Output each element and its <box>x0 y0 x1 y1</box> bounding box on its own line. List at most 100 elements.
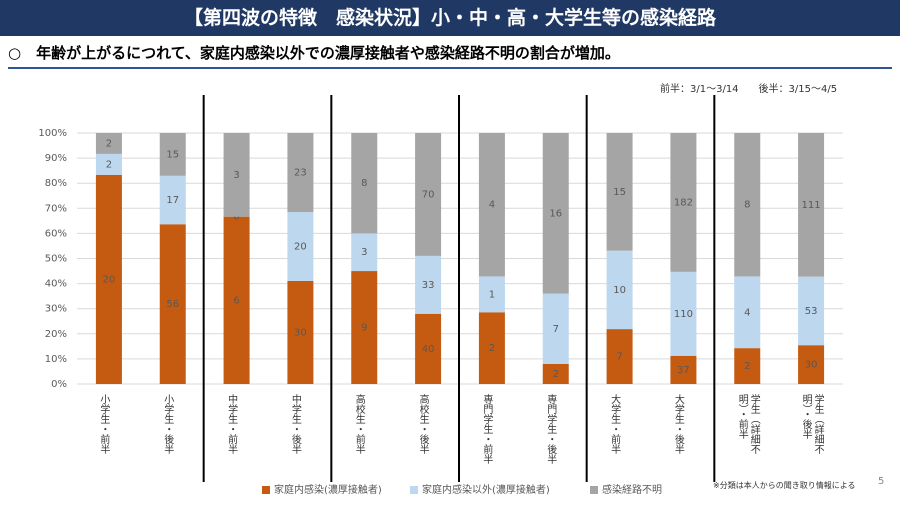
value-label: 7 <box>616 352 622 363</box>
y-tick-label: 40% <box>45 279 67 290</box>
value-label: 182 <box>674 197 693 208</box>
value-label: 17 <box>166 195 179 206</box>
legend-swatch <box>262 486 270 494</box>
x-tick-label: 中学生・後半 <box>289 394 301 454</box>
value-label: 15 <box>613 187 626 198</box>
x-tick-label: 小学生・前半 <box>97 394 109 454</box>
bar-segment <box>478 276 505 313</box>
header-title: 【第四波の特徴 感染状況】小・中・高・大学生等の感染経路 <box>0 0 900 36</box>
value-label: 9 <box>361 323 367 334</box>
value-label: 4 <box>744 307 750 318</box>
y-tick-label: 20% <box>45 329 67 340</box>
bar-segment <box>798 345 825 384</box>
bar-segment <box>670 133 697 272</box>
y-tick-label: 70% <box>45 203 67 214</box>
bar-segment <box>734 348 761 384</box>
bar-segment <box>415 313 442 384</box>
value-label: 2 <box>489 343 495 354</box>
value-label: 3 <box>233 170 239 181</box>
bar-segment <box>415 255 442 314</box>
bar-segment <box>734 276 761 349</box>
y-tick-label: 90% <box>45 153 67 164</box>
x-tick-label: 学生（詳細不明）・前半 <box>736 394 760 454</box>
bar-segment <box>542 293 569 364</box>
value-label: 53 <box>805 306 818 317</box>
value-label: 15 <box>166 149 179 160</box>
y-tick-label: 0% <box>51 379 67 390</box>
value-label: 8 <box>744 200 750 211</box>
page-number: 5 <box>878 476 885 487</box>
bar-segment <box>606 133 633 251</box>
bar-segment <box>351 271 378 384</box>
bar-segment <box>670 271 697 356</box>
value-label: 2 <box>744 361 750 372</box>
bar-segment <box>95 133 122 154</box>
legend-swatch <box>410 486 418 494</box>
x-tick-label: 高校生・前半 <box>353 394 365 454</box>
y-tick-label: 50% <box>45 254 67 265</box>
bar-segment <box>95 174 122 384</box>
x-tick-label: 専門学生・後半 <box>544 394 556 464</box>
y-tick-label: 60% <box>45 228 67 239</box>
bar-segment <box>734 133 761 277</box>
value-label: 1 <box>489 289 495 300</box>
x-tick-label: 小学生・後半 <box>161 394 173 454</box>
value-label: 7 <box>553 324 559 335</box>
bar-segment <box>478 133 505 277</box>
value-label: 37 <box>677 365 690 376</box>
bar-segment <box>95 153 122 175</box>
value-label: 6 <box>233 295 239 306</box>
bar-segment <box>478 312 505 384</box>
x-tick-label: 大学生・前半 <box>608 394 620 454</box>
value-label: 10 <box>613 285 626 296</box>
value-label: 30 <box>805 360 818 371</box>
value-label: 16 <box>549 208 562 219</box>
y-tick-label: 30% <box>45 304 67 315</box>
value-label: 40 <box>422 344 435 355</box>
bar-segment <box>798 276 825 346</box>
bar-segment <box>351 133 378 234</box>
x-tick-label: 専門学生・前半 <box>480 394 492 464</box>
bar-segment <box>351 233 378 272</box>
footnote: ※分類は本人からの聞き取り情報による <box>713 481 856 490</box>
value-label: 20 <box>294 241 307 252</box>
period-note: 前半：3/1～3/14 後半：3/15～4/5 <box>660 84 838 95</box>
bar-segment <box>542 363 569 384</box>
value-label: 0 <box>233 212 239 223</box>
x-tick-label: 大学生・後半 <box>672 394 684 454</box>
value-label: 3 <box>361 247 367 258</box>
y-tick-label: 100% <box>38 128 67 139</box>
bar-segment <box>159 133 186 176</box>
value-label: 30 <box>294 327 307 338</box>
subtitle: ○ 年齢が上がるにつれて、家庭内感染以外での濃厚接触者や感染経路不明の割合が増加… <box>8 42 892 69</box>
bar-segment <box>415 133 442 256</box>
bar-segment <box>223 133 250 217</box>
bar-segment <box>670 355 697 384</box>
value-label: 2 <box>553 369 559 380</box>
value-label: 2 <box>106 159 112 170</box>
x-tick-label: 中学生・前半 <box>225 394 237 454</box>
value-label: 20 <box>103 274 116 285</box>
bar-segment <box>287 212 314 281</box>
value-label: 8 <box>361 178 367 189</box>
bar-segment <box>287 280 314 384</box>
bar-segment <box>223 216 250 384</box>
value-label: 4 <box>489 200 495 211</box>
value-label: 111 <box>802 200 821 211</box>
x-tick-label: 高校生・後半 <box>417 394 429 454</box>
value-label: 33 <box>422 280 435 291</box>
legend-swatch <box>590 486 598 494</box>
bar-segment <box>542 133 569 294</box>
legend-label: 家庭内感染以外(濃厚接触者) <box>422 483 550 496</box>
y-tick-label: 80% <box>45 178 67 189</box>
value-label: 56 <box>166 299 179 310</box>
bar-segment <box>606 329 633 384</box>
y-tick-label: 10% <box>45 354 67 365</box>
bar-segment <box>159 175 186 225</box>
value-label: 70 <box>422 189 435 200</box>
x-tick-label: 学生（詳細不明）・後半 <box>800 394 824 454</box>
bar-segment <box>159 224 186 384</box>
value-label: 110 <box>674 309 693 320</box>
